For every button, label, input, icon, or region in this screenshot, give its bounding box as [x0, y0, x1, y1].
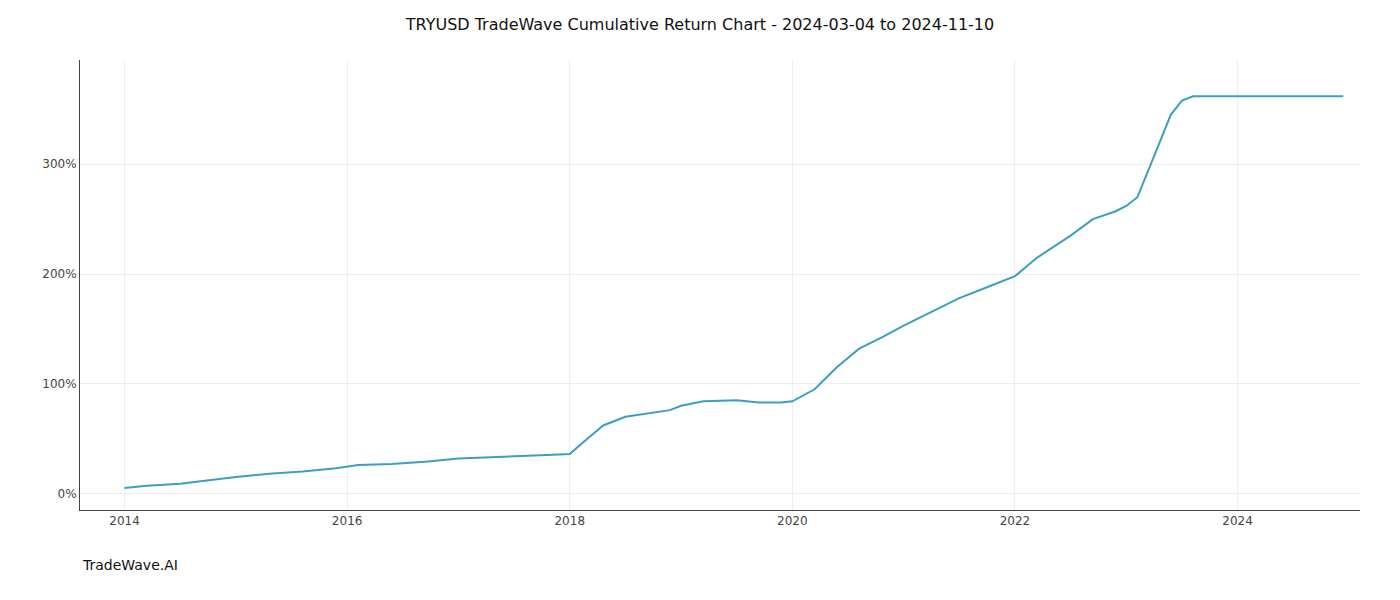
- svg-text:2024: 2024: [1222, 514, 1253, 528]
- svg-text:300%: 300%: [42, 157, 76, 171]
- svg-text:TRYUSD TradeWave Cumulative Re: TRYUSD TradeWave Cumulative Return Chart…: [405, 15, 994, 34]
- svg-text:2022: 2022: [1000, 514, 1031, 528]
- svg-text:2020: 2020: [777, 514, 808, 528]
- svg-text:TradeWave.AI: TradeWave.AI: [82, 557, 178, 573]
- svg-text:200%: 200%: [42, 267, 76, 281]
- svg-text:2018: 2018: [554, 514, 585, 528]
- svg-text:2014: 2014: [109, 514, 140, 528]
- svg-text:0%: 0%: [58, 487, 77, 501]
- svg-text:2016: 2016: [332, 514, 363, 528]
- svg-text:100%: 100%: [42, 377, 76, 391]
